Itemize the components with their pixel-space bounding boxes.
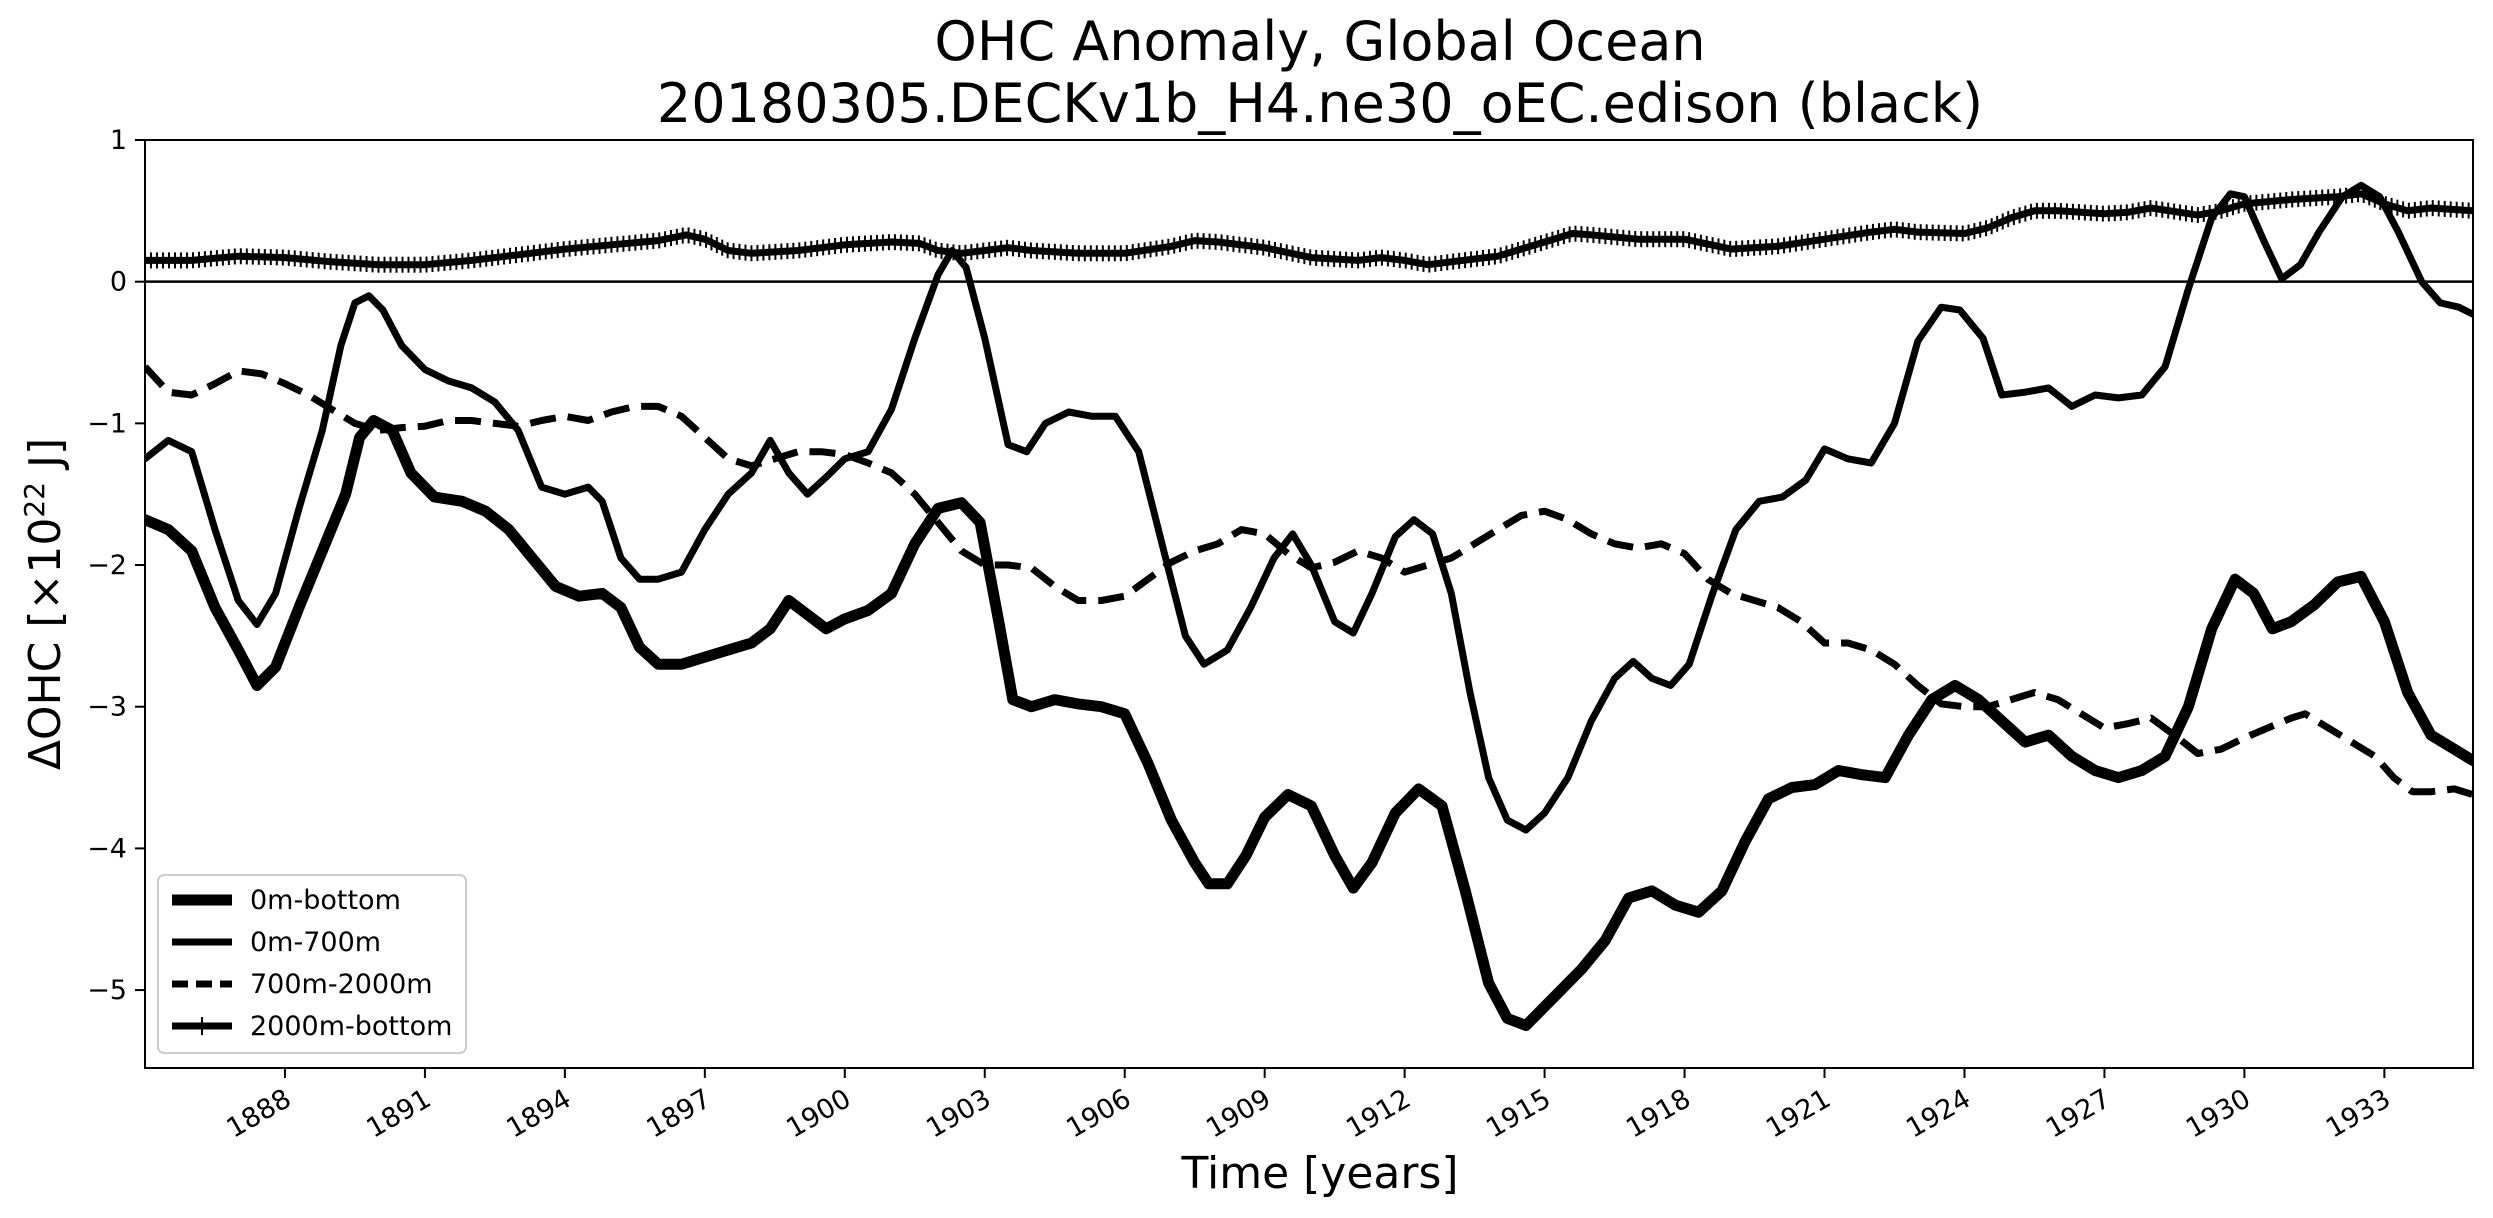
y-axis-ticks: 1 0 −1 −2 −3 −4 −5 [87,125,145,1006]
y-tick-label: −5 [87,975,127,1006]
legend-label-0m-700m: 0m-700m [250,927,381,958]
x-tick-label: 1912 [1341,1083,1416,1144]
series-line-0m-bottom [145,415,2473,1031]
legend-label-0m-bottom: 0m-bottom [250,885,401,916]
y-tick-label: 1 [110,125,127,156]
y-tick-label: −1 [87,408,127,439]
x-tick-label: 1900 [781,1083,856,1144]
x-tick-label: 1906 [1061,1083,1136,1144]
x-tick-label: 1921 [1761,1083,1836,1144]
y-axis-label-suffix: J] [20,438,71,482]
x-axis-label: Time [years] [1180,1148,1458,1199]
y-axis-label-prefix: ΔOHC [×10 [20,518,71,771]
legend-label-2000m-bottom: 2000m-bottom [250,1011,452,1042]
y-tick-label: −4 [87,833,127,864]
x-axis-ticks: 1888 1891 1894 1897 1900 1903 1906 1909 1912 1915… [221,1068,2396,1144]
y-tick-label: −3 [87,692,127,723]
y-tick-label: 0 [110,267,127,298]
x-tick-label: 1897 [641,1083,716,1144]
x-tick-label: 1909 [1201,1083,1276,1144]
chart-subtitle: 20180305.DECKv1b_H4.ne30_oEC.edison (bla… [657,72,1983,135]
plot-frame [144,139,2474,1069]
y-axis-label: ΔOHC [×1022 J] [18,438,71,770]
legend: 0m-bottom 0m-700m 700m-2000m 2000m-bottom [157,874,467,1054]
series-line-700m-2000m [145,364,2473,798]
x-tick-label: 1930 [2181,1083,2256,1144]
y-axis-label-exponent: 22 [18,482,51,518]
series-markers-2000m-bottom [145,186,2470,273]
legend-box [157,874,467,1054]
x-tick-label: 1918 [1621,1083,1696,1144]
x-tick-label: 1933 [2321,1083,2396,1144]
x-tick-label: 1891 [361,1083,436,1144]
series-line-2000m-bottom [145,190,2473,269]
x-tick-label: 1924 [1901,1083,1976,1144]
x-tick-label: 1888 [221,1083,296,1144]
x-tick-label: 1915 [1481,1083,1556,1144]
series-layer [145,181,2473,1031]
x-tick-label: 1903 [921,1083,996,1144]
x-tick-label: 1894 [501,1083,576,1144]
chart-title: OHC Anomaly, Global Ocean [934,10,1705,73]
legend-label-700m-2000m: 700m-2000m [250,969,433,1000]
x-tick-label: 1927 [2041,1083,2116,1144]
y-tick-label: −2 [87,550,127,581]
